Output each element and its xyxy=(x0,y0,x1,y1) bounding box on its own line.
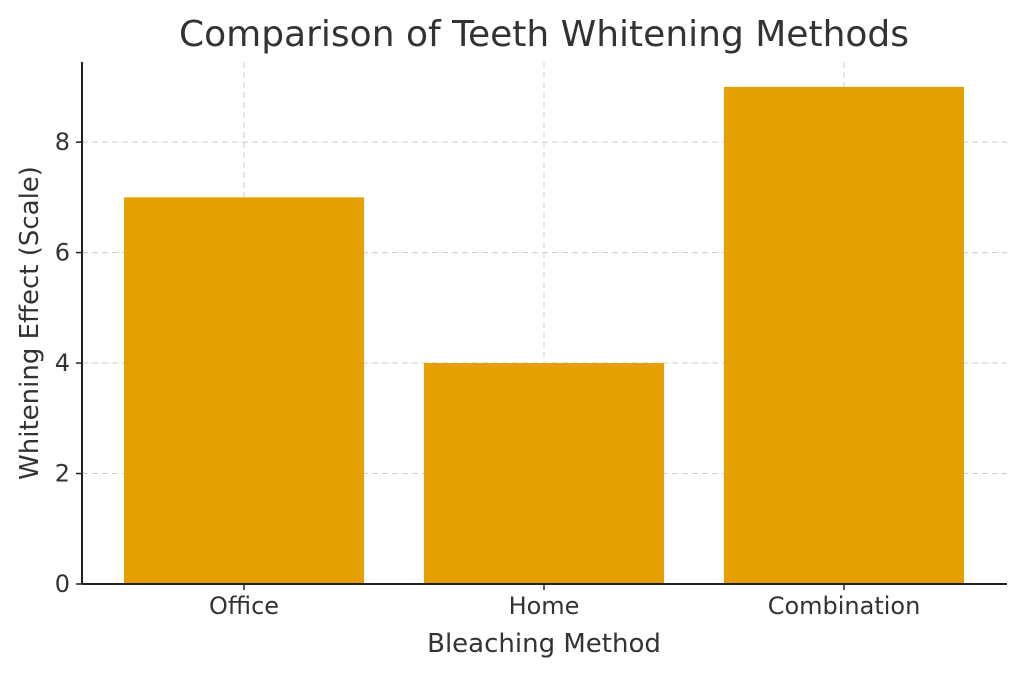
x-tick-label-combination: Combination xyxy=(768,592,921,620)
bars xyxy=(124,86,964,585)
y-tick-label: 8 xyxy=(55,128,70,156)
x-axis-label: Bleaching Method xyxy=(427,629,661,659)
x-ticks: Office Home Combination xyxy=(209,584,920,620)
bar-office xyxy=(124,197,364,585)
y-tick-label: 4 xyxy=(55,349,70,377)
bar-home xyxy=(424,363,664,584)
y-tick-label: 6 xyxy=(55,239,70,267)
chart-title: Comparison of Teeth Whitening Methods xyxy=(179,14,909,55)
y-tick-label: 0 xyxy=(55,570,70,598)
y-axis-label: Whitening Effect (Scale) xyxy=(15,166,45,480)
x-tick-label-home: Home xyxy=(509,592,580,620)
x-tick-label-office: Office xyxy=(209,592,279,620)
y-ticks: 0 2 4 6 8 xyxy=(55,128,82,598)
bar-combination xyxy=(724,86,964,584)
y-tick-label: 2 xyxy=(55,460,70,488)
